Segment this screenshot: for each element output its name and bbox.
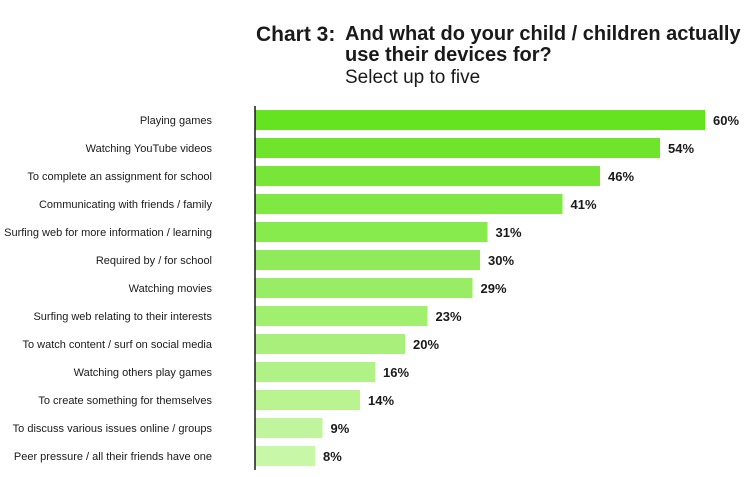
value-label: 20% bbox=[413, 337, 439, 352]
category-label: Watching movies bbox=[129, 283, 213, 295]
category-label: To complete an assignment for school bbox=[27, 171, 212, 183]
category-label: To discuss various issues online / group… bbox=[13, 423, 213, 435]
category-label: Surfing web relating to their interests bbox=[33, 311, 212, 323]
bar bbox=[255, 250, 480, 270]
bar bbox=[255, 194, 563, 214]
bar bbox=[255, 110, 705, 130]
bar bbox=[255, 278, 473, 298]
bar bbox=[255, 138, 660, 158]
value-label: 29% bbox=[481, 281, 507, 296]
category-label: Communicating with friends / family bbox=[39, 199, 213, 211]
category-label: Required by / for school bbox=[96, 255, 212, 267]
value-label: 8% bbox=[323, 449, 342, 464]
bar bbox=[255, 222, 488, 242]
value-label: 9% bbox=[331, 421, 350, 436]
category-label: To watch content / surf on social media bbox=[22, 339, 212, 351]
category-label: Playing games bbox=[140, 115, 213, 127]
bar bbox=[255, 166, 600, 186]
value-label: 54% bbox=[668, 141, 694, 156]
chart-title: And what do your child / children actual… bbox=[345, 23, 741, 66]
value-label: 41% bbox=[571, 197, 597, 212]
category-label: Peer pressure / all their friends have o… bbox=[14, 451, 212, 463]
category-label: Surfing web for more information / learn… bbox=[4, 227, 212, 239]
chart-subtitle: Select up to five bbox=[345, 67, 481, 88]
category-label: To create something for themselves bbox=[38, 395, 212, 407]
value-label: 23% bbox=[436, 309, 462, 324]
value-label: 14% bbox=[368, 393, 394, 408]
value-label: 30% bbox=[488, 253, 514, 268]
category-label: Watching others play games bbox=[74, 367, 213, 379]
bar bbox=[255, 362, 375, 382]
category-label: Watching YouTube videos bbox=[86, 143, 213, 155]
bar bbox=[255, 446, 315, 466]
bar bbox=[255, 418, 323, 438]
bar bbox=[255, 334, 405, 354]
value-label: 31% bbox=[496, 225, 522, 240]
bar bbox=[255, 306, 428, 326]
value-label: 46% bbox=[608, 169, 634, 184]
value-label: 16% bbox=[383, 365, 409, 380]
chart-number-label: Chart 3: bbox=[256, 23, 336, 46]
bar bbox=[255, 390, 360, 410]
value-label: 60% bbox=[713, 113, 739, 128]
